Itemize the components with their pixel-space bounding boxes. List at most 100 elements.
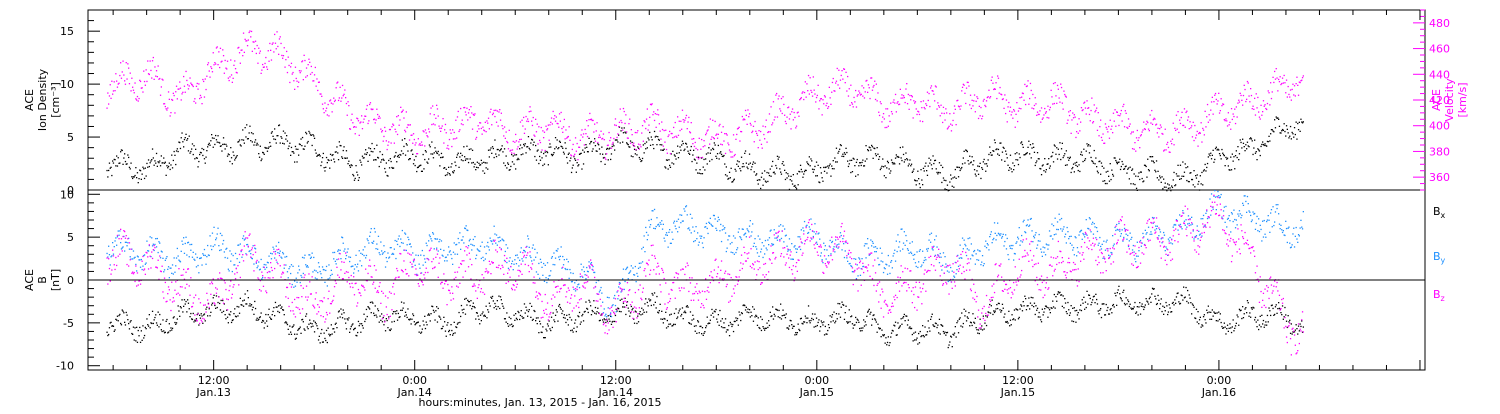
density-point — [1139, 171, 1142, 173]
density-point — [804, 169, 806, 171]
bx-point — [1085, 306, 1087, 309]
velocity-point — [465, 114, 467, 116]
bx-point — [412, 313, 414, 315]
by-point — [191, 256, 194, 258]
density-point — [271, 131, 273, 133]
velocity-point — [178, 88, 180, 90]
by-point — [381, 250, 383, 252]
velocity-point — [604, 157, 606, 159]
bx-point — [1164, 310, 1166, 312]
density-point — [1086, 143, 1088, 145]
bx-point — [1181, 294, 1183, 297]
velocity-point — [711, 136, 713, 138]
bx-point — [743, 304, 745, 306]
density-point — [108, 169, 110, 172]
density-point — [728, 177, 730, 180]
bx-point — [139, 341, 142, 343]
by-point — [491, 243, 494, 245]
density-point — [507, 162, 509, 164]
bx-point — [740, 312, 743, 314]
velocity-point — [162, 79, 164, 81]
bx-point — [511, 323, 513, 325]
bx-point — [1117, 289, 1119, 291]
density-point — [769, 168, 771, 170]
bx-point — [780, 303, 782, 305]
bx-point — [910, 327, 912, 330]
density-point — [1135, 187, 1138, 189]
by-point — [448, 246, 450, 248]
bx-point — [133, 339, 135, 341]
by-point — [498, 240, 500, 243]
velocity-point — [314, 66, 316, 69]
density-point — [865, 145, 867, 147]
bx-point — [431, 305, 433, 307]
velocity-point — [736, 128, 739, 130]
velocity-point — [1279, 76, 1281, 78]
bx-point — [936, 326, 938, 329]
density-point — [936, 171, 938, 174]
velocity-point — [590, 118, 593, 120]
density-point — [1247, 145, 1249, 147]
velocity-point — [626, 137, 629, 139]
velocity-point — [1065, 96, 1067, 98]
bx-point — [254, 307, 257, 310]
by-point — [151, 245, 154, 247]
velocity-point — [425, 132, 427, 134]
bx-point — [345, 322, 347, 324]
density-point — [598, 144, 600, 146]
velocity-point — [1046, 116, 1048, 119]
bx-point — [989, 303, 991, 306]
bx-point — [291, 326, 293, 328]
bx-point — [108, 327, 111, 329]
bx-point — [178, 310, 180, 312]
by-point — [139, 266, 142, 268]
density-point — [560, 145, 562, 147]
bx-point — [1260, 326, 1262, 328]
density-point — [1118, 161, 1120, 163]
velocity-point — [603, 139, 605, 141]
density-point — [1041, 165, 1043, 167]
density-point — [191, 143, 194, 145]
by-point — [487, 246, 490, 248]
density-point — [473, 166, 475, 168]
velocity-point — [1034, 97, 1036, 99]
density-point — [282, 142, 284, 144]
velocity-point — [1187, 116, 1190, 118]
velocity-point — [756, 134, 759, 136]
velocity-point — [850, 84, 852, 86]
density-point — [1068, 157, 1071, 159]
velocity-point — [903, 96, 905, 99]
by-point — [415, 254, 417, 256]
by-point — [258, 261, 260, 263]
bx-point — [434, 319, 436, 321]
bx-point — [1255, 321, 1257, 323]
density-point — [440, 152, 443, 155]
density-point — [1291, 131, 1293, 134]
velocity-point — [1239, 92, 1241, 94]
density-point — [872, 157, 874, 159]
velocity-point — [506, 140, 508, 143]
bx-point — [1067, 301, 1069, 304]
velocity-point — [739, 140, 741, 142]
density-point — [135, 167, 137, 169]
velocity-point — [809, 77, 811, 79]
bx-point — [150, 322, 152, 324]
density-point — [464, 159, 467, 161]
density-point — [703, 158, 705, 161]
density-point — [648, 139, 650, 141]
velocity-point — [1297, 94, 1300, 96]
velocity-point — [849, 104, 851, 106]
by-point — [424, 258, 426, 260]
bx-point — [1124, 304, 1126, 306]
bx-point — [871, 324, 873, 326]
velocity-point — [670, 132, 672, 135]
velocity-point — [681, 109, 684, 111]
density-point — [918, 178, 920, 180]
bx-point — [248, 305, 250, 307]
density-point — [671, 162, 673, 164]
bx-point — [878, 328, 881, 330]
density-point — [766, 171, 768, 174]
bx-point — [1045, 305, 1047, 307]
bx-point — [495, 308, 498, 310]
bx-point — [586, 308, 589, 310]
